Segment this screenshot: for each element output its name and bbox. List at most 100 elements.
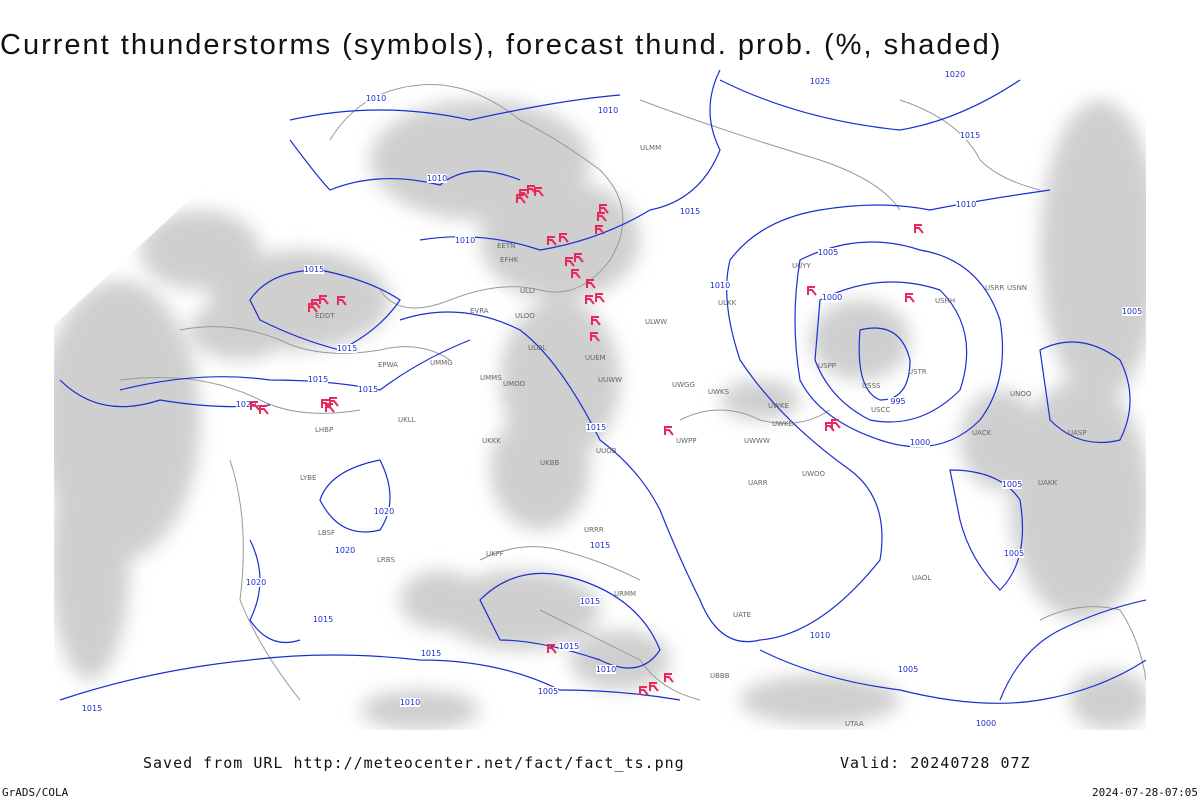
station-label: UBBB <box>710 672 730 680</box>
station-label: USRR <box>985 284 1004 292</box>
thunderstorm-symbol <box>516 194 526 204</box>
isobar-label-bg <box>976 719 996 728</box>
thunderstorm-symbol <box>574 253 584 263</box>
thunderstorm-symbol <box>337 296 347 306</box>
valid-time: Valid: 20240728 07Z <box>840 754 1031 772</box>
isobar-label: 1015 <box>960 131 980 140</box>
thunderstorm-symbol <box>825 422 835 432</box>
isobar-label: 1010 <box>810 631 830 640</box>
isobar-label-bg <box>898 665 918 674</box>
isobar-label: 1000 <box>976 719 996 728</box>
station-label: UWKD <box>772 420 794 428</box>
isobar-label-bg <box>960 131 980 140</box>
station-label: UKFF <box>486 550 504 558</box>
isobar-label-bg <box>246 578 266 587</box>
thunderstorm-symbol <box>319 295 329 305</box>
isobar-label: 1020 <box>236 400 256 409</box>
station-label: UUWW <box>598 376 622 384</box>
shade-blob <box>570 630 670 690</box>
isobar-label-bg <box>710 281 730 290</box>
station-label: UWGG <box>672 381 695 389</box>
isobar-label-bg <box>366 94 386 103</box>
shade-blob <box>400 570 480 630</box>
isobar-label: 1010 <box>400 698 420 707</box>
thunderstorm-symbol <box>639 686 649 696</box>
shade-blob <box>490 410 590 530</box>
isobar-label: 1010 <box>596 665 616 674</box>
isobar-label-bg <box>308 375 328 384</box>
thunderstorm-symbol <box>595 293 605 303</box>
isobar-label: 1025 <box>810 77 830 86</box>
shade-blob <box>360 690 480 730</box>
isobar-label-bg <box>888 397 908 406</box>
thunderstorm-symbol <box>547 644 557 654</box>
shade-blob <box>440 570 600 650</box>
shade-blob <box>1040 100 1146 400</box>
shade-blob <box>190 300 290 360</box>
isobar-label-bg <box>680 207 700 216</box>
isobar-label-bg <box>335 546 355 555</box>
station-label: UAKK <box>1038 479 1058 487</box>
thunderstorm-symbol <box>586 279 596 289</box>
isobar-label-bg <box>427 174 447 183</box>
isobar-label: 1005 <box>1002 480 1022 489</box>
thunderstorm-symbol <box>585 295 595 305</box>
isobar-label: 1010 <box>598 106 618 115</box>
isobar-label-bg <box>1004 549 1024 558</box>
isobar-label: 1020 <box>374 507 394 516</box>
station-label: ULOO <box>515 312 535 320</box>
station-label: UWWW <box>744 437 770 445</box>
isobar-label-bg <box>313 615 333 624</box>
station-label: UWPP <box>676 437 697 445</box>
isobar-label-bg <box>236 400 256 409</box>
thunderstorm-symbol <box>831 419 841 429</box>
isobar-label: 1015 <box>680 207 700 216</box>
station-label: EETN <box>497 242 515 250</box>
isobar-label: 1000 <box>822 293 842 302</box>
isobar-label-bg <box>374 507 394 516</box>
isobar-label: 1010 <box>710 281 730 290</box>
isobar-label-bg <box>590 541 610 550</box>
thunderstorm-symbol <box>259 405 269 415</box>
isobar-label-bg <box>358 385 378 394</box>
station-label: UKKK <box>482 437 501 445</box>
station-label: USCC <box>871 406 890 414</box>
isobar-label: 1015 <box>580 597 600 606</box>
isobar-label: 1005 <box>898 665 918 674</box>
station-label: ULKK <box>718 299 737 307</box>
station-label: UUEM <box>585 354 606 362</box>
isobar-label-bg <box>945 70 965 79</box>
map-area: ULMM EFHK EETN ULLI EVRA ULOO EDDT ULOL UUEM UMMG… <box>54 70 1146 730</box>
station-label: ULOL <box>528 344 546 352</box>
thunderstorm-symbol <box>308 303 318 313</box>
station-label: UMOO <box>503 380 526 388</box>
station-label: ULLI <box>520 287 535 295</box>
isobar-label-bg <box>596 665 616 674</box>
shade-blob <box>720 380 800 420</box>
isobar-label-bg <box>818 248 838 257</box>
isobar-label: 1015 <box>304 265 324 274</box>
isobar-label: 1010 <box>427 174 447 183</box>
shade-blob <box>740 675 900 725</box>
thunderstorm-symbol <box>591 316 601 326</box>
isobar-label-bg <box>400 698 420 707</box>
isobar-label: 1020 <box>246 578 266 587</box>
isobar-label-bg <box>559 642 579 651</box>
station-label: UWKS <box>708 388 730 396</box>
isobar-label-bg <box>337 344 357 353</box>
station-label: UNOO <box>1010 390 1032 398</box>
isobar-label-bg <box>1002 480 1022 489</box>
station-label: UMMS <box>480 374 502 382</box>
thunderstorm-symbol <box>664 426 674 436</box>
isobar-label: 1020 <box>945 70 965 79</box>
shade-blob <box>810 300 910 380</box>
thunderstorm-symbol <box>547 236 557 246</box>
station-label: USHH <box>935 297 955 305</box>
timestamp: 2024-07-28-07:05 <box>1092 786 1198 799</box>
thunderstorm-symbol <box>534 187 544 197</box>
station-label: LHBP <box>315 426 333 434</box>
map-title: Current thunderstorms (symbols), forecas… <box>0 29 1002 61</box>
station-label: EDDT <box>315 312 335 320</box>
station-label: EVRA <box>470 307 489 315</box>
station-label: UTAA <box>845 720 864 728</box>
